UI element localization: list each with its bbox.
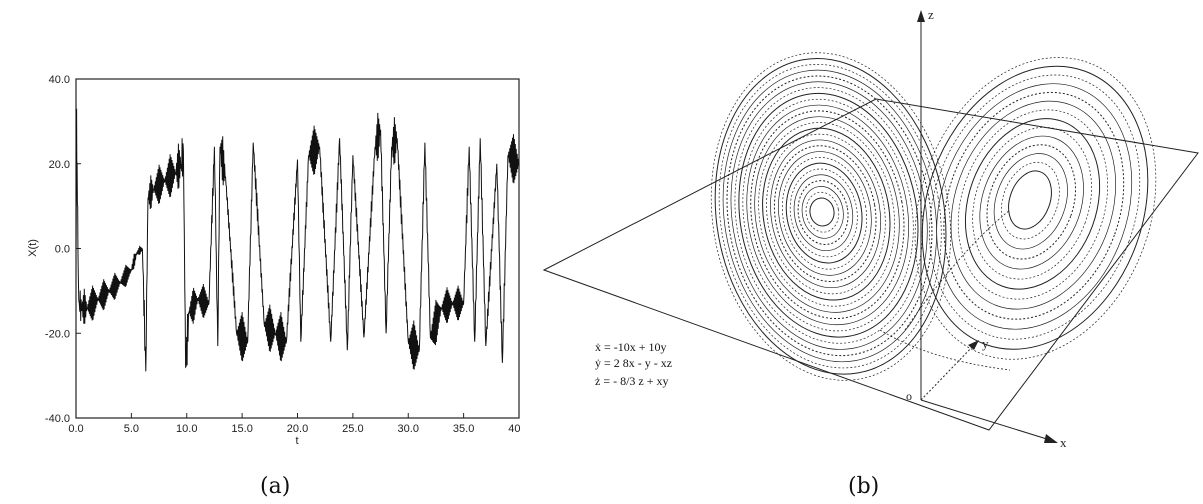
trajectory-tail <box>879 329 1011 371</box>
trajectory-loop <box>722 69 937 363</box>
trajectory-loop <box>781 157 868 270</box>
x-tick-label: 0.0 <box>68 423 83 435</box>
trajectory-loop <box>766 133 886 295</box>
x-tick-label: 10.0 <box>176 423 197 435</box>
x-axis-label: t <box>295 435 298 447</box>
trajectory-loop <box>773 145 877 283</box>
x-axis-arrowhead <box>1044 434 1058 443</box>
trajectory-loop <box>789 168 858 258</box>
trajectory-loop <box>785 162 863 264</box>
trajectory-loop <box>730 81 928 350</box>
equation-line-3: ż = - 8/3 z + xy <box>595 374 669 388</box>
trajectory-loop <box>726 75 933 357</box>
trajectory-loop <box>793 174 854 251</box>
trajectory-loop <box>742 98 914 332</box>
y-axis <box>920 342 977 401</box>
trajectory-loop <box>964 118 1101 290</box>
y-tick-label: 20.0 <box>49 159 70 171</box>
trajectory-loop <box>734 87 923 344</box>
trajectory-loop <box>758 122 896 307</box>
trajectory-loop <box>714 58 947 375</box>
x-tick-label: 15.0 <box>231 423 252 435</box>
trajectory-loop <box>950 100 1117 310</box>
x-tick-label: 20.0 <box>287 423 308 435</box>
trajectory-loop <box>805 191 840 233</box>
trajectory-loop <box>710 52 951 381</box>
trajectory-loop <box>718 64 942 369</box>
equation-line-2: ẏ = 2 8x - y - xz <box>595 356 673 370</box>
y-axis-label: y <box>982 336 989 351</box>
attractor-right-wing <box>914 57 1157 360</box>
x-axis-label: x <box>1060 435 1067 450</box>
y-tick-label: 0.0 <box>55 244 70 256</box>
trajectory-loop <box>1001 161 1060 240</box>
attractor-left-wing <box>710 52 951 381</box>
y-tick-label: 40.0 <box>49 74 70 86</box>
trajectory-loop <box>738 92 919 338</box>
trajectory-loop <box>936 83 1133 330</box>
origin-label: o <box>906 389 912 403</box>
trajectory-loop <box>801 186 844 239</box>
y-tick-label: -20.0 <box>45 328 70 340</box>
trajectory-loop <box>943 91 1125 320</box>
trajectory-loop <box>986 144 1076 260</box>
y-axis-arrowhead <box>968 340 979 350</box>
caption-a: (a) <box>260 474 291 499</box>
trajectory-loop <box>979 135 1084 270</box>
x-tick-label: 35.0 <box>453 423 474 435</box>
time-series-chart: -40.0 -20.0 0.0 20.0 40.0 0.0 5.0 10.0 15.0 20.0… <box>27 74 520 447</box>
trajectory-loop <box>746 104 909 326</box>
trajectory-loop <box>921 65 1149 350</box>
x-of-t-series-line <box>75 108 520 372</box>
x-tick-label: 5.0 <box>124 423 139 435</box>
trajectory-tail <box>904 209 1011 331</box>
trajectory-loop <box>809 197 835 227</box>
y-tick-label: -40.0 <box>45 413 70 425</box>
z-axis-label: z <box>928 7 934 22</box>
lorenz-attractor-diagram: z y x o <box>542 7 1199 450</box>
z-axis-arrowhead <box>917 10 925 22</box>
trajectory-loop <box>762 127 891 301</box>
trajectory-loop <box>957 109 1108 300</box>
xy-plane <box>542 98 1199 431</box>
trajectory-loop <box>929 74 1141 340</box>
trajectory-loop <box>1008 170 1052 230</box>
trajectory-loop <box>797 180 849 245</box>
trajectory-loop <box>754 116 900 313</box>
x-tick-label: 40.0 <box>508 423 520 435</box>
trajectory-loop <box>750 110 905 320</box>
x-tick-label: 25.0 <box>342 423 363 435</box>
trajectory-loop <box>972 126 1092 280</box>
x-axis <box>920 399 1051 441</box>
trajectory-loop <box>993 153 1068 250</box>
y-axis-label: X(t) <box>27 239 39 257</box>
equation-line-1: ẋ = -10x + 10y <box>595 340 667 354</box>
x-tick-label: 30.0 <box>398 423 419 435</box>
caption-b: (b) <box>848 474 880 499</box>
trajectory-loop <box>914 57 1157 360</box>
trajectory-loop <box>778 151 872 276</box>
trajectory-loop <box>770 139 882 289</box>
